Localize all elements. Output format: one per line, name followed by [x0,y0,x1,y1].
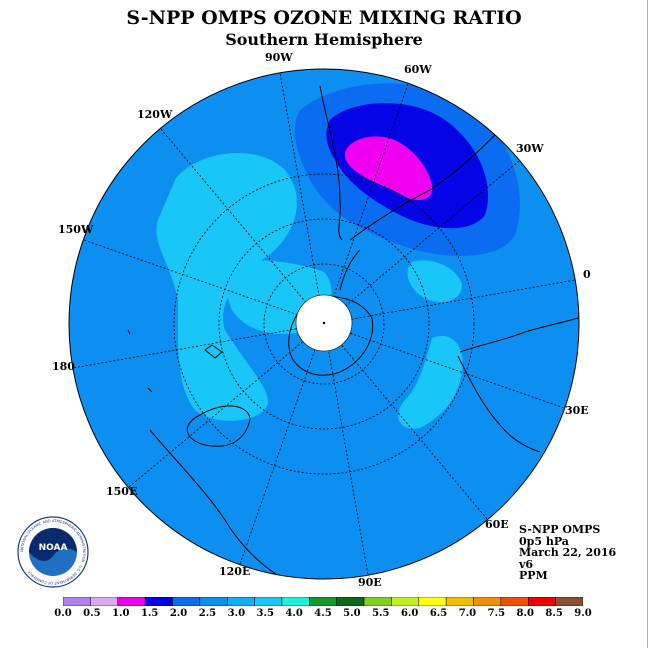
longitude-label-150e: 150E [106,485,138,498]
colorbar-segment [117,597,146,606]
coastlines [127,85,579,579]
longitude-label-150w: 150W [58,223,94,236]
colorbar-tick-label: 4.0 [285,608,303,619]
info-instrument: S-NPP OMPS [519,523,601,536]
colorbar-tick-label: 5.0 [343,608,361,619]
logo-bird-shape [29,528,77,561]
antarctic-peninsula [339,249,361,291]
colorbar-tick-label: 5.5 [372,608,390,619]
colorbar [63,597,583,606]
colorbar-segment [418,597,447,606]
colorbar-tick-label: 8.0 [516,608,534,619]
info-block: S-NPP OMPS 0p5 hPa March 22, 2016 v6 PPM [519,524,616,582]
longitude-label-60w: 60W [404,63,432,76]
colorbar-tick-label: 1.0 [112,608,130,619]
longitude-label-30w: 30W [516,142,544,155]
longitude-label-60e: 60E [485,518,509,531]
meridian-0 [323,279,576,325]
colorbar-tick-label: 9.0 [574,608,592,619]
colorbar-segment [226,597,255,606]
colorbar-segment [199,597,228,606]
light-contour-east [407,260,462,302]
africa-coast-south [459,317,579,353]
south-pole-marker [322,321,326,325]
info-date: March 22, 2016 [519,546,617,560]
map-subtitle: Southern Hemisphere [225,30,423,49]
island-1 [204,344,223,359]
colorbar-segment [309,597,337,606]
colorbar-tick-label: 6.5 [429,608,448,619]
colorbar-segment [528,597,556,606]
colorbar-tick-label: 4.5 [314,608,332,619]
africa-coast-east [457,355,541,453]
map-title: S-NPP OMPS OZONE MIXING RATIO [126,7,522,29]
longitude-label-90w: 90W [265,51,293,64]
colorbar-tick-label: 1.5 [140,608,159,619]
colorbar-tick-label: 0.0 [54,608,72,619]
info-units: PPM [519,569,548,583]
australia-coast [149,429,286,579]
colorbar-segment [445,597,474,606]
colorbar-segment [500,597,529,606]
max-contour [344,136,433,201]
latitude-circle-3 [173,173,475,475]
south-america-east-coast [349,129,501,241]
info-pressure: 0p5 hPa [519,534,569,548]
colorbar-segment [281,597,310,606]
colorbar-tick-label: 8.5 [545,608,563,619]
antarctica-coastline [288,296,374,376]
colorbar-segment [555,597,583,606]
longitude-label-0: 0 [583,268,591,281]
colorbar-tick-label: 7.0 [458,608,477,619]
longitude-label-30e: 30E [565,404,589,417]
longitude-label-180: 180 [52,360,75,373]
latitude-circle-2 [218,218,430,430]
colorbar-segment [473,597,502,606]
colorbar-segment [63,597,91,606]
colorbar-segment [144,597,173,606]
logo-text: NOAA [39,543,68,553]
light-contour-southeast [398,335,463,429]
colorbar-tick-label: 2.5 [198,608,217,619]
colorbar-segment [172,597,201,606]
colorbar-tick-label: 7.5 [487,608,506,619]
colorbar-tick-label: 2.0 [169,608,188,619]
colorbar-tick-label: 6.0 [400,608,419,619]
noaa-logo: NATIONAL OCEANIC AND ATMOSPHERIC ADMINIS… [17,516,89,588]
colorbar-labels: 0.0 0.5 1.0 1.5 2.0 2.5 3.0 3.5 4.0 4.5 5.0 5.5 6.0 6… [54,608,600,622]
meridian-90w [279,72,325,325]
latitude-circle-1 [263,263,385,385]
graticule [72,72,576,576]
colorbar-tick-label: 3.0 [227,608,246,619]
colorbar-tick-label: 0.5 [83,608,101,619]
colorbar-segment [363,597,392,606]
map-border [68,68,580,580]
longitude-label-120e: 120E [219,565,251,578]
colorbar-segment [391,597,420,606]
new-zealand-coast [187,405,251,447]
island-3 [147,387,153,393]
longitude-label-120w: 120W [137,108,173,121]
colorbar-segment [90,597,118,606]
colorbar-tick-label: 3.5 [256,608,274,619]
meridian-180 [72,323,325,369]
colorbar-segment [336,597,365,606]
longitude-label-90e: 90E [358,576,382,589]
meridian-90e [323,323,369,576]
south-america-west-coast [319,85,343,241]
ozone-field [69,69,579,579]
info-version: v6 [519,557,534,571]
colorbar-segment [254,597,283,606]
island-2 [127,329,131,335]
